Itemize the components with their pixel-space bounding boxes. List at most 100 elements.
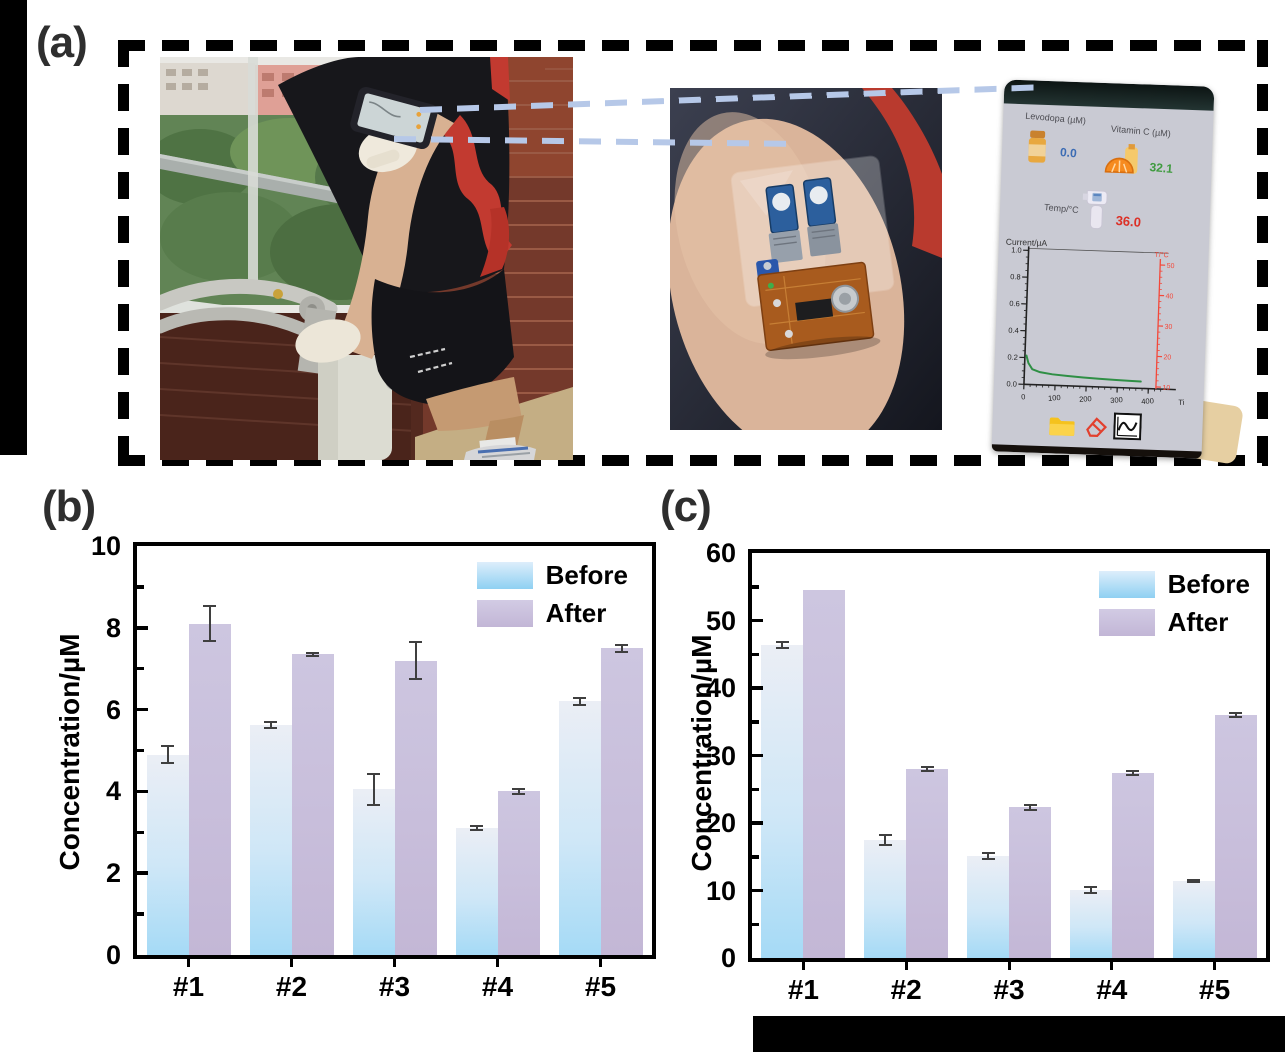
y-tick-label: 0: [720, 943, 736, 973]
sensor-patch: [730, 155, 895, 360]
folder-icon: [1049, 417, 1075, 436]
handheld-phone: [350, 86, 438, 150]
error-bar-cap: [161, 761, 174, 764]
error-bar-cap: [878, 834, 892, 837]
y-tick-label: 10: [90, 531, 121, 561]
phone-chart-svg: Current/µA1.0 0.8 0.6 0.4 0.2 0.0 0 100 200 300 40…: [1006, 237, 1185, 407]
y-tick: [137, 748, 144, 753]
person-on-bike: [278, 57, 536, 460]
bar-before-#2: [864, 839, 907, 958]
error-bar-cap: [573, 697, 586, 700]
y-tick: [752, 855, 759, 859]
vitamin-c-value: 32.1: [1148, 159, 1174, 176]
pill-bottle-icon: [1028, 130, 1046, 163]
error-bar-cap: [1084, 885, 1098, 888]
x-tick: [801, 962, 805, 970]
error-bar-stem: [475, 826, 478, 831]
x-tick-label: #2: [275, 971, 308, 1002]
bar-after-#4: [1111, 773, 1154, 958]
y-tick: [752, 787, 759, 791]
y-tick: [137, 707, 148, 712]
x-tick: [599, 959, 602, 967]
y-tick: [137, 871, 148, 875]
error-bar-stem: [578, 698, 581, 705]
legend-swatch-after: [476, 600, 533, 627]
svg-text:100: 100: [1048, 393, 1061, 403]
red-strap: [862, 88, 942, 258]
error-bar-cap: [775, 646, 789, 649]
svg-text:300: 300: [1110, 395, 1123, 405]
bar-after-#3: [1009, 807, 1051, 958]
legend-swatch-before: [476, 562, 533, 589]
error-bar-cap: [1084, 891, 1098, 894]
svg-text:1.0: 1.0: [1011, 245, 1022, 254]
bottom-crop-bar: [753, 1016, 1285, 1052]
bar-before-#5: [1172, 881, 1215, 958]
error-bar-stem: [269, 722, 272, 728]
error-bar-cap: [615, 650, 628, 653]
error-bar-cap: [512, 787, 525, 790]
svg-text:Current/µA: Current/µA: [1006, 237, 1048, 248]
bar-after-#1: [188, 623, 231, 955]
error-bar-cap: [264, 727, 277, 729]
x-tick: [393, 959, 396, 967]
bar-before-#2: [249, 725, 292, 955]
panel-c-label: (c): [660, 482, 712, 531]
svg-text:0.0: 0.0: [1006, 379, 1017, 388]
error-bar-stem: [926, 766, 929, 772]
phone-current-chart: Current/µA 1.0 0.8 0.6 0.4 0.2 0.0 0 100 200 300 40…: [997, 235, 1203, 420]
error-bar-cap: [981, 857, 995, 860]
bar-after-#5: [600, 648, 643, 955]
error-bar-cap: [920, 770, 934, 773]
vitamin-c-label: Vitamin C (µM): [1110, 123, 1172, 139]
chart-b-y-axis-title: Concentration/µM: [54, 633, 85, 871]
x-tick-label: #3: [993, 974, 1025, 1005]
bar-before-#4: [455, 828, 498, 955]
error-bar-cap: [1229, 711, 1243, 714]
bar-after-#2: [906, 769, 949, 958]
legend-label-before: Before: [545, 560, 628, 590]
y-tick: [752, 618, 763, 623]
panel-b-label: (b): [42, 482, 96, 531]
bar-after-#4: [497, 791, 540, 955]
x-tick-label: #4: [481, 971, 514, 1002]
error-bar-cap: [409, 641, 422, 644]
error-bar-stem: [517, 788, 520, 794]
error-bar-stem: [1234, 712, 1237, 718]
error-bar-stem: [372, 773, 375, 805]
chart-c-plot: Before After #1 #2 #3 #4 #5 0 10 20 30 40 50 60: [706, 538, 1270, 1005]
error-bar-stem: [1131, 771, 1134, 775]
x-tick-label: #5: [1199, 974, 1231, 1005]
connector-clip: [768, 230, 803, 264]
bar-before-#3: [352, 789, 395, 955]
legend-label-after: After: [1167, 607, 1229, 637]
svg-text:20: 20: [1163, 354, 1171, 361]
phone-app-screenshot: Levodopa (µM) Vitamin C (µM) 0.0 32.1 Te…: [991, 79, 1215, 459]
y-tick: [752, 821, 763, 825]
y-tick-label: 2: [105, 858, 121, 889]
x-tick-label: #5: [584, 971, 617, 1002]
svg-text:30: 30: [1164, 324, 1172, 331]
x-tick-label: #4: [1096, 974, 1128, 1005]
error-bar-stem: [311, 652, 314, 656]
error-bar-cap: [981, 852, 995, 855]
bar-after-#1: [803, 590, 846, 958]
error-bar-stem: [884, 835, 887, 845]
y-tick: [752, 753, 763, 758]
error-bar-cap: [878, 843, 892, 846]
y-tick-label: 10: [705, 875, 736, 906]
error-bar-cap: [306, 655, 319, 658]
x-tick-label: #1: [787, 974, 819, 1005]
chart-c-legend: Before After: [1098, 569, 1250, 638]
y-tick-label: 8: [105, 612, 121, 643]
x-tick-label: #3: [378, 971, 411, 1002]
y-tick-label: 20: [705, 808, 736, 838]
eraser-icon: [1086, 417, 1108, 438]
y-tick: [137, 626, 148, 630]
panel-a-border-bottom: [118, 455, 1268, 466]
error-bar-cap: [470, 829, 483, 832]
x-tick: [290, 959, 293, 967]
error-bar-cap: [615, 643, 628, 646]
y-tick-label: 30: [705, 740, 736, 771]
